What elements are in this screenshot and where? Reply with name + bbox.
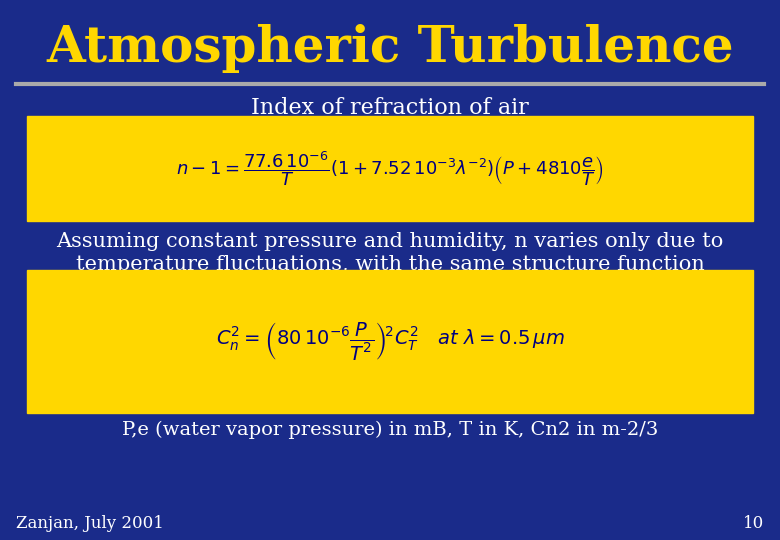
FancyBboxPatch shape [27,270,753,413]
Text: $C_n^2=\left(80\,10^{-6}\dfrac{P}{T^2}\right)^{\!2}C_T^2 \quad at\ \lambda=0.5\,: $C_n^2=\left(80\,10^{-6}\dfrac{P}{T^2}\r… [215,320,565,362]
Text: Zanjan, July 2001: Zanjan, July 2001 [16,515,164,532]
Text: P,e (water vapor pressure) in mB, T in K, Cn2 in m-2/3: P,e (water vapor pressure) in mB, T in K… [122,421,658,440]
Text: Index of refraction of air: Index of refraction of air [251,97,529,119]
Text: temperature fluctuations, with the same structure function: temperature fluctuations, with the same … [76,255,704,274]
Text: 10: 10 [743,515,764,532]
Text: $n-1=\dfrac{77.6\, 10^{-6}}{T}\left(1+7.52\, 10^{-3}\lambda^{-2}\right)\left(P+4: $n-1=\dfrac{77.6\, 10^{-6}}{T}\left(1+7.… [176,149,604,188]
FancyBboxPatch shape [27,116,753,221]
Text: Atmospheric Turbulence: Atmospheric Turbulence [46,24,734,73]
Text: Assuming constant pressure and humidity, n varies only due to: Assuming constant pressure and humidity,… [56,232,724,251]
